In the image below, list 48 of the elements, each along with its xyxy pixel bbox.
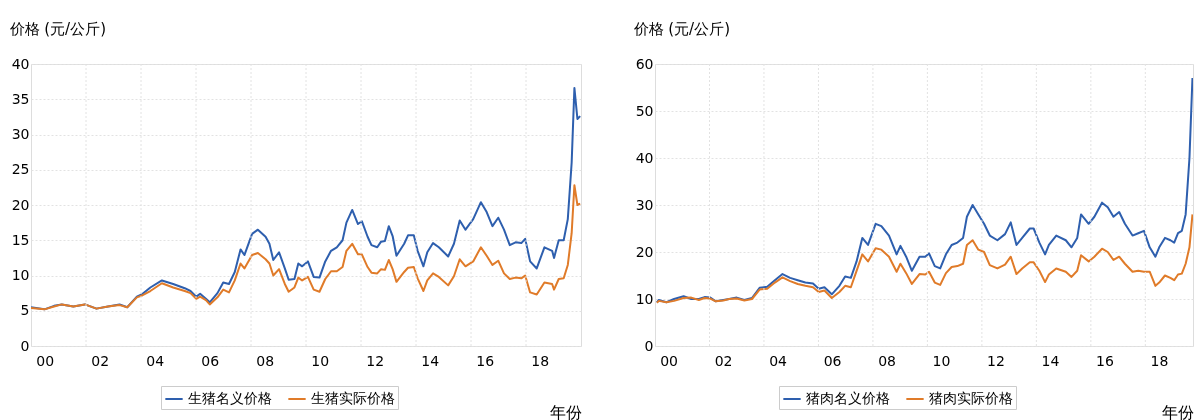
x-tick-label: 08 bbox=[256, 352, 275, 369]
line-series bbox=[31, 86, 581, 311]
y-tick-label: 50 bbox=[635, 102, 654, 119]
x-tick-label: 10 bbox=[311, 352, 330, 369]
x-tick-label: 14 bbox=[421, 352, 440, 369]
y-tick-label: 35 bbox=[11, 90, 30, 107]
x-tick-label: 06 bbox=[823, 352, 842, 369]
y-axis-title: 价格 (元/公斤) bbox=[8, 19, 107, 38]
y-tick-label: 15 bbox=[11, 231, 30, 248]
x-tick-label: 16 bbox=[476, 352, 495, 369]
y-tick-label: 10 bbox=[11, 267, 30, 283]
x-tick-label: 12 bbox=[987, 352, 1005, 369]
legend-label: 猪肉实际价格 bbox=[929, 390, 1013, 406]
x-tick-label: 18 bbox=[531, 352, 550, 369]
x-tick-label: 06 bbox=[201, 352, 220, 369]
y-tick-label: 40 bbox=[635, 149, 654, 166]
legend-label: 生猪实际价格 bbox=[311, 390, 395, 406]
y-tick-label: 40 bbox=[11, 55, 30, 72]
y-axis-title: 价格 (元/公斤) bbox=[632, 19, 731, 38]
x-axis-title: 年份 bbox=[549, 402, 582, 420]
x-tick-label: 12 bbox=[366, 352, 385, 369]
y-tick-label: 20 bbox=[11, 196, 30, 213]
y-tick-label: 30 bbox=[635, 196, 654, 213]
line-series bbox=[655, 77, 1193, 304]
x-axis-title: 年份 bbox=[1161, 402, 1194, 420]
y-tick-label: 20 bbox=[635, 243, 654, 260]
y-tick-label: 0 bbox=[20, 337, 30, 354]
x-tick-label: 00 bbox=[36, 352, 55, 369]
y-tick-label: 30 bbox=[11, 126, 30, 142]
line-series bbox=[31, 184, 581, 311]
y-tick-label: 10 bbox=[635, 290, 654, 307]
y-tick-label: 60 bbox=[635, 55, 654, 72]
x-tick-label: 10 bbox=[932, 352, 951, 369]
x-tick-label: 04 bbox=[769, 352, 788, 369]
legend-label: 生猪名义价格 bbox=[188, 390, 272, 406]
x-tick-label: 04 bbox=[146, 352, 165, 369]
x-tick-label: 02 bbox=[91, 352, 110, 369]
y-tick-label: 5 bbox=[20, 302, 30, 319]
x-tick-label: 08 bbox=[878, 352, 896, 369]
x-tick-label: 16 bbox=[1096, 352, 1114, 369]
y-tick-label: 0 bbox=[644, 337, 654, 354]
x-tick-label: 14 bbox=[1041, 352, 1060, 369]
x-tick-label: 18 bbox=[1150, 352, 1169, 369]
line-series bbox=[655, 213, 1193, 304]
legend-label: 猪肉名义价格 bbox=[806, 390, 890, 406]
x-tick-label: 00 bbox=[660, 352, 679, 369]
y-tick-label: 25 bbox=[11, 161, 30, 178]
x-tick-label: 02 bbox=[714, 352, 733, 369]
